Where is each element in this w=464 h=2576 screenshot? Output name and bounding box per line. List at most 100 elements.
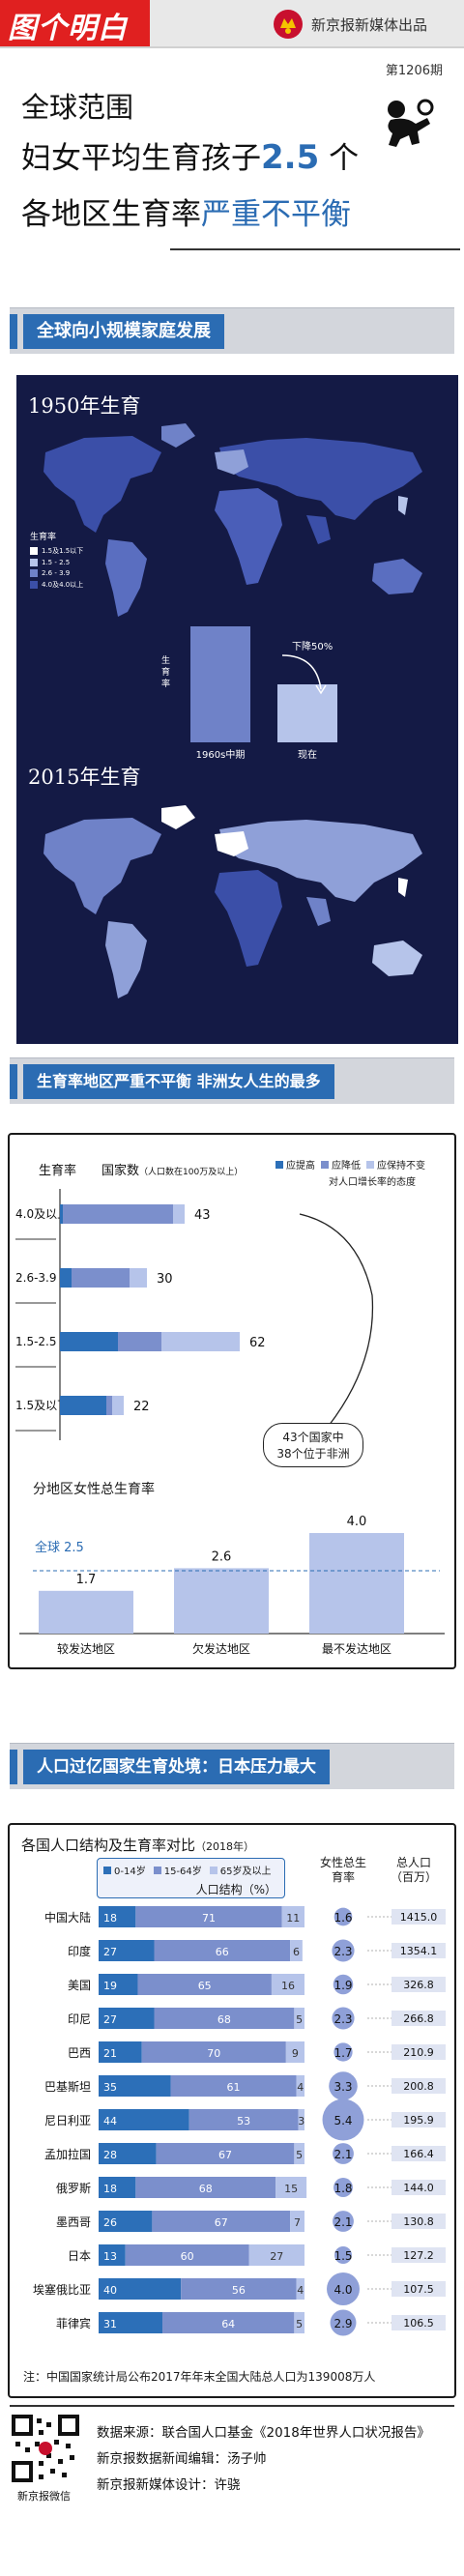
decline-bar — [277, 684, 337, 742]
structure-value-label: 71 — [202, 1912, 216, 1925]
stacked-bar-segment — [63, 1204, 173, 1224]
legend-item: 1.5及1.5以下 — [30, 546, 136, 556]
stacked-bar-segment — [60, 1396, 106, 1415]
population-cell — [392, 2011, 446, 2026]
population-value-label: 210.9 — [403, 2046, 434, 2059]
structure-bar-segment — [141, 2041, 286, 2063]
fertility-value-label: 1.8 — [334, 2182, 352, 2195]
fertility-bubble — [332, 2007, 355, 2030]
legend-swatch — [366, 1160, 374, 1169]
region-category-label: 最不发达地区 — [322, 1641, 392, 1656]
structure-bar-segment — [99, 1974, 138, 1995]
fertility-bubble — [334, 2178, 353, 2197]
mini-bar-ylabel: 生育率 — [161, 656, 171, 689]
structure-bar-segment — [298, 2109, 304, 2130]
fertility-value-label: 5.4 — [334, 2114, 352, 2127]
structure-bar-segment — [99, 2177, 136, 2198]
section2-title: 生育率地区严重不平衡 非洲女人生的最多 — [23, 1064, 334, 1099]
structure-value-label: 9 — [292, 2047, 299, 2060]
legend-swatch — [209, 1866, 218, 1874]
section2-banner: 生育率地区严重不平衡 非洲女人生的最多 — [10, 1057, 454, 1104]
structure-value-label: 28 — [103, 2149, 117, 2161]
bar-total-label: 43 — [194, 1208, 211, 1223]
structure-bar-segment — [99, 2244, 126, 2266]
fertility-value-label: 1.5 — [334, 2249, 352, 2263]
count-header-text: 国家数 — [102, 1164, 140, 1178]
legend-item-young: 0-14岁 — [103, 1863, 146, 1877]
region-value-label: 1.7 — [76, 1573, 97, 1587]
stacked-bar-segment — [72, 1268, 130, 1288]
region-value-label: 2.6 — [212, 1549, 232, 1564]
structure-bar-segment — [294, 2143, 304, 2164]
structure-bar-segment — [294, 2008, 304, 2029]
fertility-bubble — [334, 2246, 352, 2264]
population-cell — [392, 2044, 446, 2060]
population-value-label: 144.0 — [403, 2182, 434, 2194]
issue-number: 第1206期 — [385, 64, 443, 78]
legend-item-keep: 应保持不变 — [366, 1157, 425, 1172]
structure-bar-segment — [296, 2075, 304, 2097]
structure-bar-segment — [125, 2244, 249, 2266]
structure-value-label: 40 — [103, 2284, 117, 2297]
structure-value-label: 15 — [284, 2183, 298, 2195]
banner-accent — [10, 314, 17, 349]
structure-bar-segment — [271, 1974, 304, 1995]
country-name: 墨西哥 — [56, 2215, 91, 2229]
structure-bar-segment — [99, 2211, 153, 2232]
decline-bar-label: 1960s中期 — [196, 748, 246, 761]
stacked-bar-segment — [60, 1332, 118, 1351]
publisher-logo-icon — [274, 10, 303, 39]
country-name: 菲律宾 — [56, 2316, 91, 2330]
structure-value-label: 56 — [232, 2284, 246, 2297]
footer-divider — [10, 2405, 454, 2407]
country-name: 巴西 — [68, 2046, 91, 2060]
headline-line2: 妇女平均生育孩子2.5 个 — [21, 133, 359, 177]
structure-value-label: 21 — [103, 2047, 117, 2060]
structure-bar-segment — [248, 2244, 304, 2266]
structure-value-label: 18 — [103, 1912, 117, 1925]
bar-total-label: 62 — [249, 1336, 266, 1350]
population-value-label: 106.5 — [403, 2317, 434, 2330]
decline-arrow-icon — [281, 654, 327, 695]
structure-value-label: 11 — [286, 1912, 300, 1925]
population-value-label: 200.8 — [403, 2080, 434, 2093]
structure-legend: 0-14岁 15-64岁 65岁及以上 人口结构（%） — [97, 1858, 285, 1898]
fertility-decline-bar-chart: 1960s中期 现在 — [190, 626, 337, 761]
structure-value-label: 16 — [281, 1980, 295, 1992]
structure-bar-segment — [99, 2041, 142, 2063]
population-cell — [392, 2146, 446, 2161]
legend-swatch — [30, 581, 38, 589]
data-source: 数据来源：联合国人口基金《2018年世界人口状况报告》 — [97, 2425, 430, 2441]
stacked-bar-segment — [173, 1204, 185, 1224]
fertility-bubble — [333, 2211, 354, 2232]
structure-bar-segment — [162, 2312, 295, 2333]
callout-line1: 43个国家中 — [282, 1431, 344, 1444]
population-value-label: 127.2 — [403, 2249, 434, 2262]
stacked-bar-segment — [130, 1268, 147, 1288]
population-cell — [392, 2281, 446, 2297]
stacked-bar-segment — [161, 1332, 240, 1351]
structure-value-label: 64 — [221, 2318, 235, 2330]
region-bar — [174, 1568, 269, 1634]
structure-value-label: 70 — [207, 2047, 220, 2060]
legend-item-working: 15-64岁 — [153, 1863, 202, 1877]
decline-bar — [190, 626, 250, 742]
section3-title: 人口过亿国家生育处境：日本压力最大 — [23, 1750, 330, 1784]
country-name: 日本 — [68, 2249, 91, 2263]
map-legend: 生育率 1.5及1.5以下 1.5 - 2.5 2.6 - 3.9 4.0及4.… — [30, 530, 136, 590]
fertility-value-label: 1.9 — [334, 1979, 352, 1992]
structure-bar-segment — [281, 1906, 304, 1927]
structure-bar-segment — [99, 2008, 155, 2029]
structure-bar-segment — [135, 1906, 282, 1927]
callout-line2: 38个位于非洲 — [276, 1447, 350, 1461]
structure-value-label: 3 — [298, 2115, 304, 2127]
fertility-bubble — [322, 2098, 364, 2141]
structure-caption: 人口结构（%） — [195, 1883, 276, 1896]
structure-value-label: 67 — [218, 2149, 232, 2161]
structure-value-label: 27 — [270, 2250, 283, 2263]
structure-bar-segment — [99, 2109, 189, 2130]
fertility-category-label: 1.5-2.5 — [15, 1335, 57, 1348]
region-bar — [309, 1533, 404, 1634]
population-cell — [392, 2078, 446, 2094]
structure-value-label: 53 — [237, 2115, 250, 2127]
